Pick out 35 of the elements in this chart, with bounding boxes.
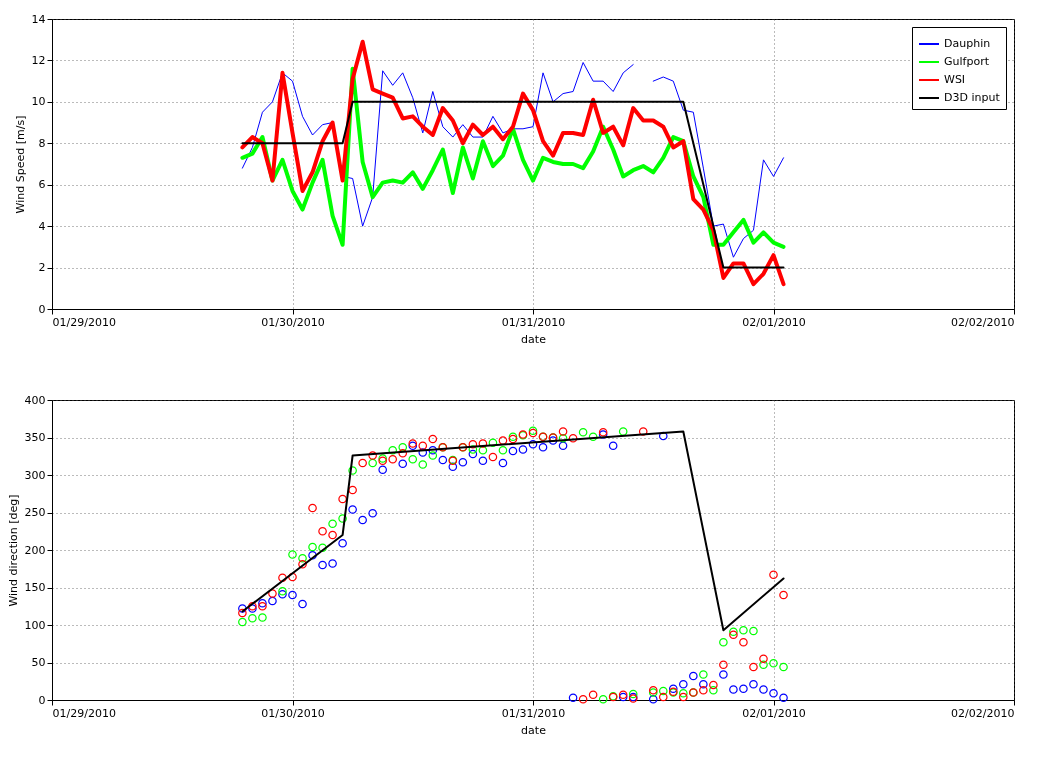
x-tick-label: 01/29/2010	[52, 315, 116, 329]
y-tick-label: 0	[38, 302, 46, 316]
x-tick-label: 02/02/2010	[951, 706, 1015, 720]
y-tick-label: 0	[38, 693, 46, 707]
y-tick-label: 12	[31, 53, 46, 67]
x-tick-label: 01/31/2010	[501, 315, 566, 329]
legend-label: Dauphin	[944, 37, 991, 50]
legend-label: D3D input	[944, 91, 1001, 104]
y-tick-label: 200	[24, 543, 46, 557]
x-tick-label: 02/01/2010	[742, 315, 806, 329]
x-tick-label: 02/01/2010	[742, 706, 806, 720]
x-tick-label: 01/29/2010	[52, 706, 116, 720]
y-tick-label: 14	[31, 12, 46, 26]
x-axis-title: date	[521, 723, 547, 737]
y-tick-label: 6	[38, 178, 46, 192]
y-tick-label: 4	[38, 219, 46, 233]
x-tick-label: 01/31/2010	[501, 706, 566, 720]
x-tick-label: 01/30/2010	[261, 706, 325, 720]
y-tick-label: 150	[24, 581, 46, 594]
y-tick-label: 400	[24, 393, 46, 407]
legend-label: WSI	[944, 73, 966, 86]
y-tick-label: 10	[31, 95, 46, 109]
legend-label: Gulfport	[944, 55, 990, 68]
x-tick-label: 01/30/2010	[261, 315, 325, 329]
y-tick-label: 300	[24, 468, 46, 482]
y-tick-label: 250	[24, 506, 46, 519]
y-tick-label: 100	[24, 618, 46, 632]
y-tick-label: 350	[24, 431, 46, 444]
x-axis-title: date	[521, 332, 547, 346]
y-tick-label: 8	[38, 136, 46, 150]
x-tick-label: 02/02/2010	[951, 315, 1015, 329]
y-axis-title: Wind direction [deg]	[6, 494, 20, 607]
y-tick-label: 2	[38, 261, 46, 275]
y-tick-label: 50	[31, 656, 46, 669]
y-axis-title: Wind Speed [m/s]	[13, 115, 27, 214]
